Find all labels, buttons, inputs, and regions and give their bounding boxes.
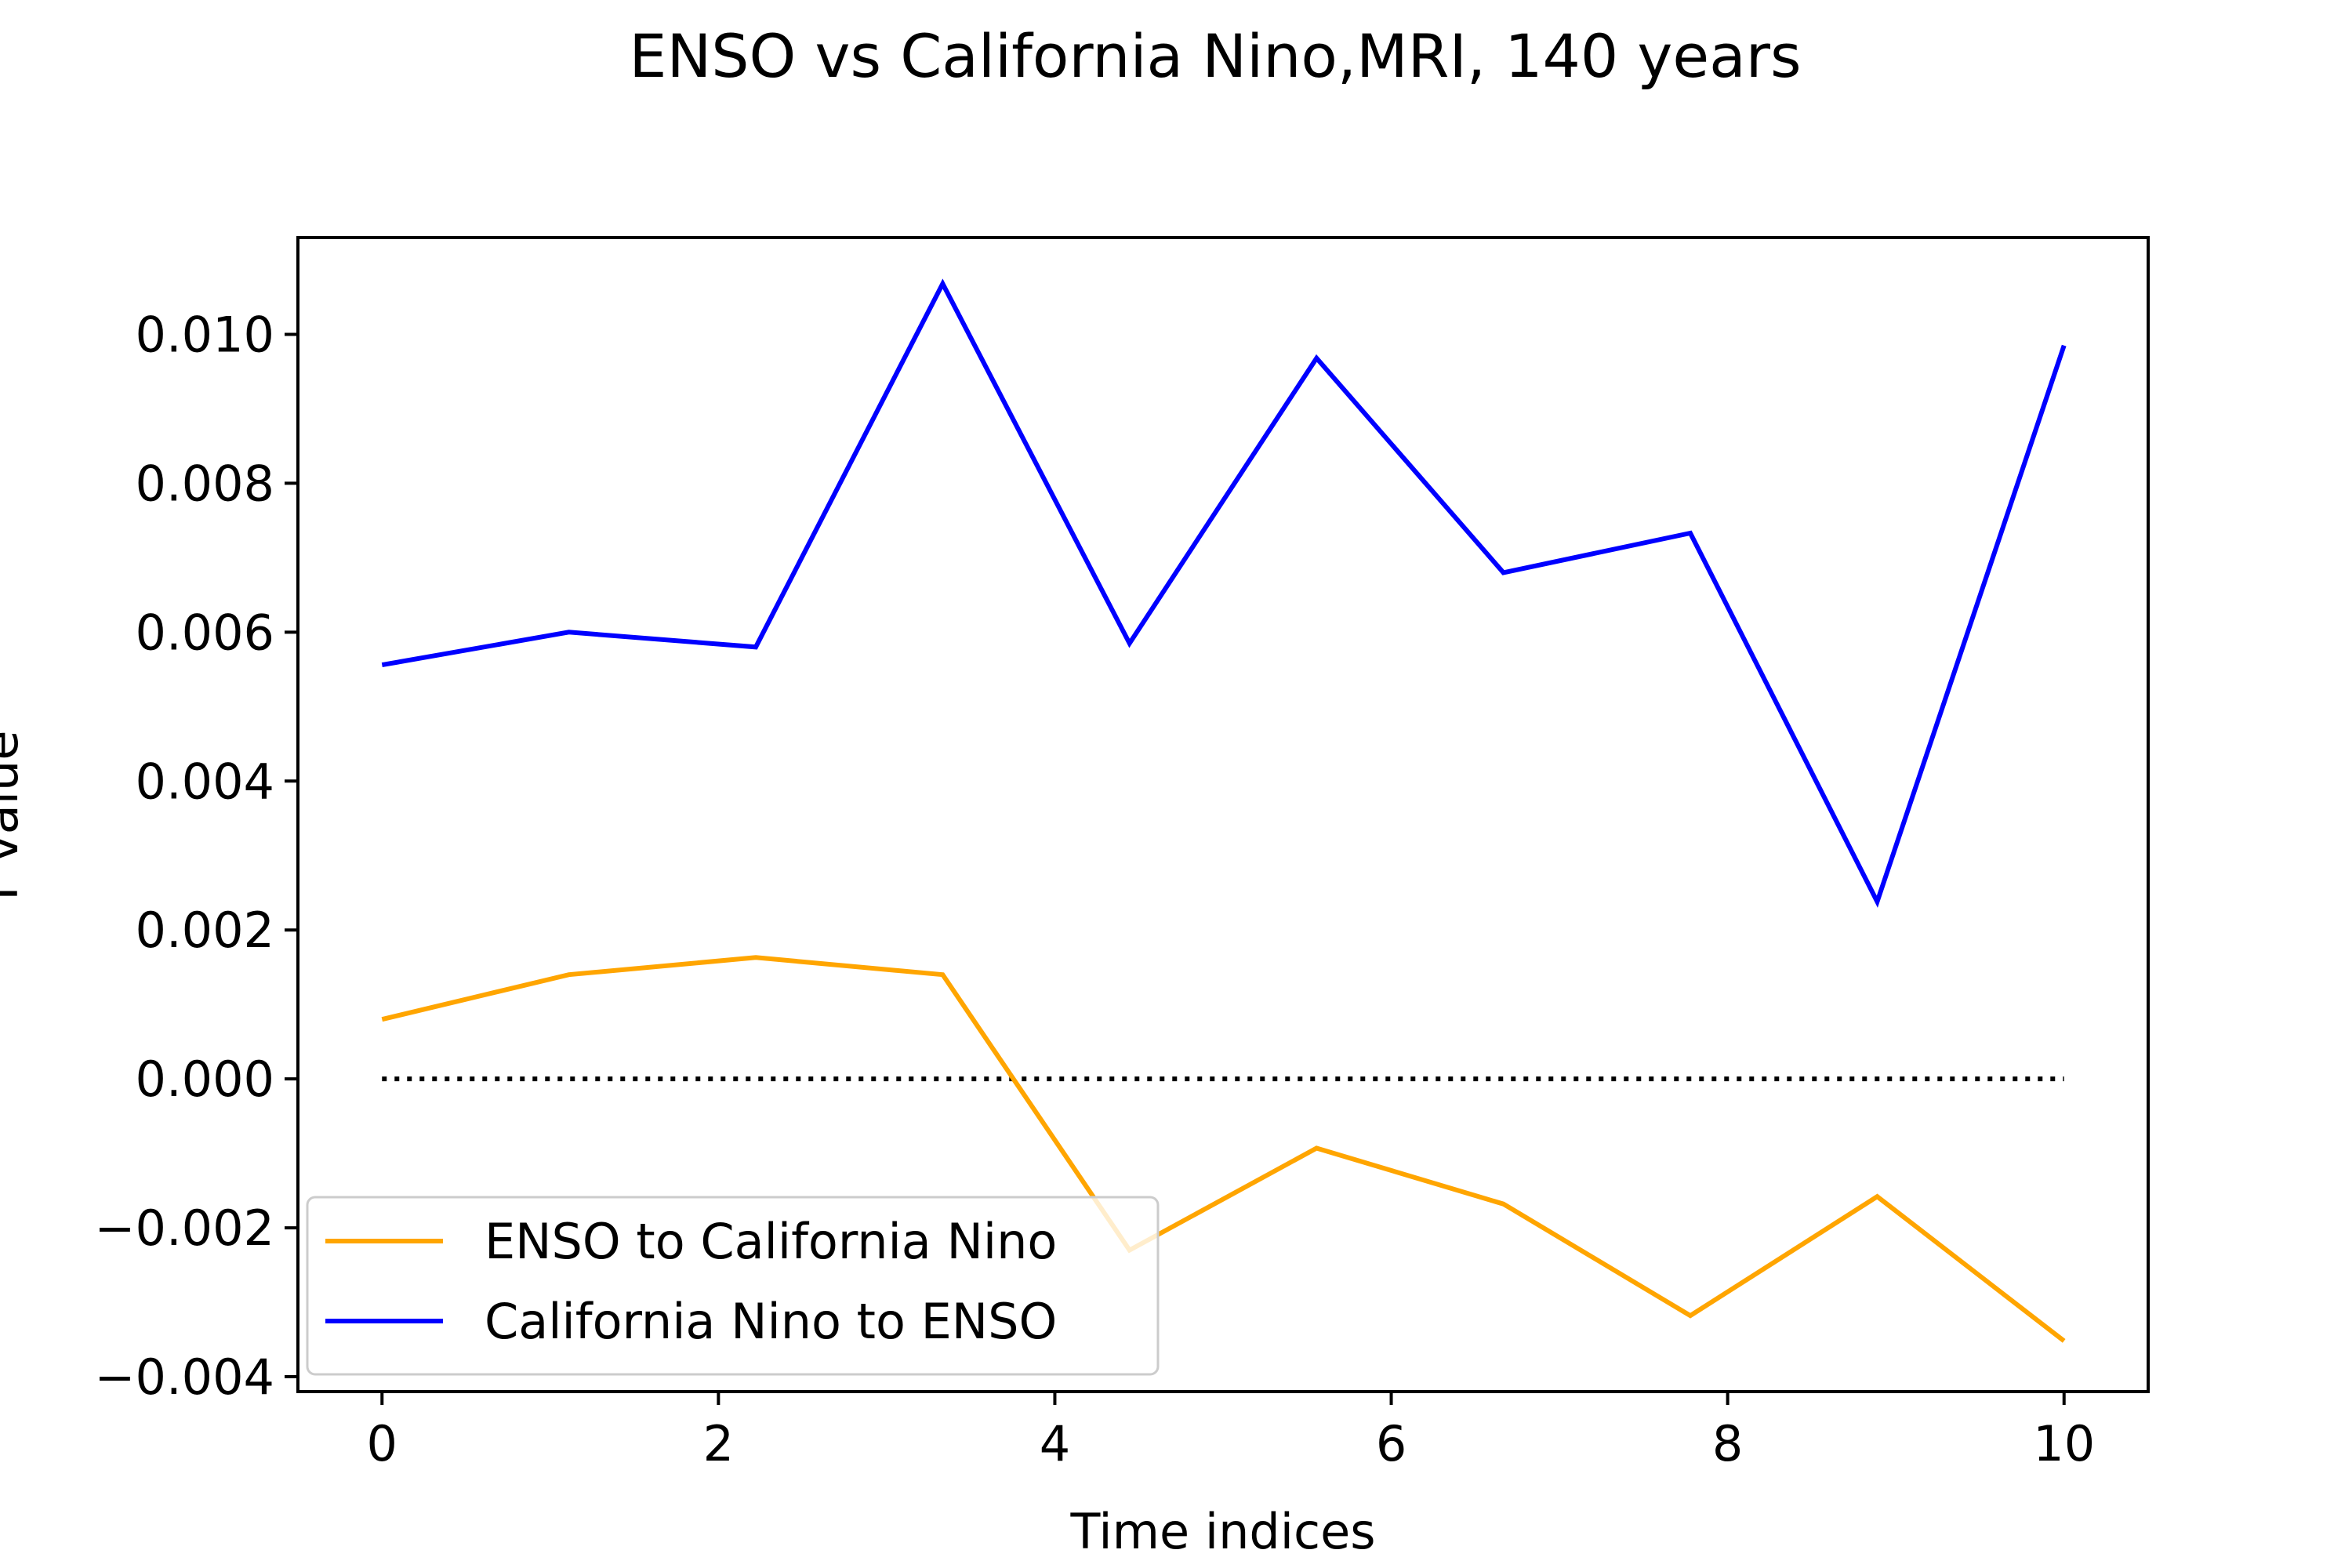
y-axis-label: T value <box>0 731 29 909</box>
y-tick-label: 0.010 <box>136 306 275 363</box>
x-tick-label: 4 <box>1040 1415 1070 1472</box>
y-tick-label: 0.008 <box>136 455 275 512</box>
series-group <box>381 278 2067 1343</box>
legend-label-enso-to-california-nino: ENSO to California Nino <box>485 1213 1057 1270</box>
y-tick-label: 0.006 <box>136 604 275 661</box>
y-tick-label: 0.004 <box>136 753 275 810</box>
x-axis-ticks: 0 2 4 6 8 10 <box>367 1392 2095 1472</box>
legend: ENSO to California Nino California Nino … <box>306 1196 1160 1376</box>
x-tick-label: 2 <box>703 1415 734 1472</box>
series-line-enso-to-california-nino <box>381 955 2066 1343</box>
y-tick-label: 0.002 <box>136 902 275 959</box>
y-tick-label: 0.000 <box>136 1051 275 1108</box>
x-tick-label: 6 <box>1376 1415 1406 1472</box>
y-axis-ticks: −0.004 −0.002 0.000 0.002 0.004 0.006 0.008 0.0… <box>95 306 298 1406</box>
chart-title: ENSO vs California Nino,MRI, 140 years <box>629 21 1801 91</box>
series-line-california-nino-to-enso <box>381 278 2067 908</box>
y-tick-label: −0.002 <box>95 1200 274 1257</box>
y-tick-label: −0.004 <box>95 1348 274 1406</box>
x-tick-label: 0 <box>367 1415 397 1472</box>
x-axis-label: Time indices <box>1069 1503 1375 1560</box>
x-tick-label: 8 <box>1712 1415 1743 1472</box>
legend-frame <box>306 1196 1160 1376</box>
x-tick-label: 10 <box>2033 1415 2095 1472</box>
legend-label-california-nino-to-enso: California Nino to ENSO <box>485 1293 1057 1350</box>
